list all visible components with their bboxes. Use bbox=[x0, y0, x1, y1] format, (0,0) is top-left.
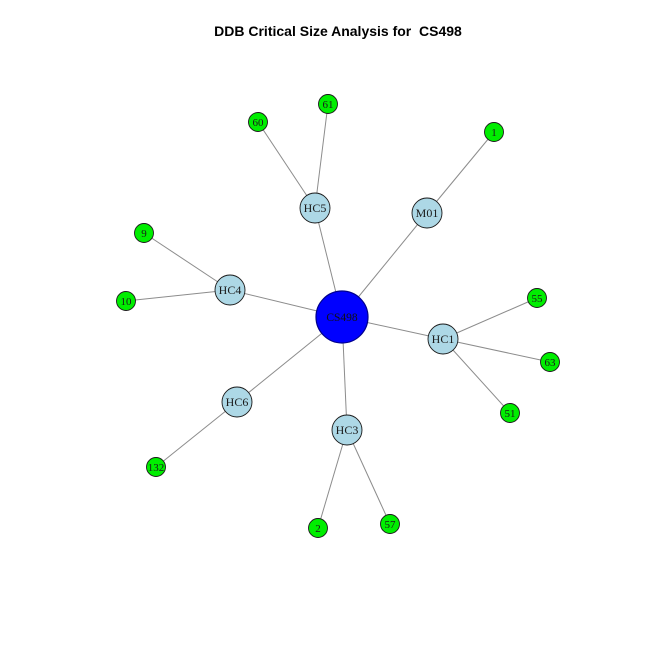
node-132: 132 bbox=[146, 457, 166, 477]
node-63: 63 bbox=[540, 352, 560, 372]
node-label-HC1: HC1 bbox=[432, 332, 455, 346]
node-label-M01: M01 bbox=[416, 206, 439, 220]
node-circle-60 bbox=[248, 112, 268, 132]
node-circle-1 bbox=[484, 122, 504, 142]
node-HC1: HC1 bbox=[427, 323, 459, 355]
edge-HC3-2 bbox=[317, 429, 348, 529]
node-51: 51 bbox=[500, 403, 520, 423]
node-circle-M01 bbox=[411, 197, 443, 229]
node-label-HC5: HC5 bbox=[304, 201, 327, 215]
edge-HC4-9 bbox=[143, 232, 231, 291]
node-circle-63 bbox=[540, 352, 560, 372]
node-60: 60 bbox=[248, 112, 268, 132]
node-circle-HC5 bbox=[299, 192, 331, 224]
chart-title: DDB Critical Size Analysis for CS498 bbox=[214, 23, 462, 39]
node-circle-57 bbox=[380, 514, 400, 534]
node-label-10: 10 bbox=[121, 296, 133, 308]
edge-HC3-57 bbox=[346, 429, 391, 525]
node-label-1: 1 bbox=[491, 127, 497, 139]
node-label-HC3: HC3 bbox=[336, 423, 359, 437]
node-layer: CS498 HC5 M01 HC4 HC1 HC6 HC3 61 60 1 9 10 55 63 51 132… bbox=[116, 94, 560, 538]
node-circle-9 bbox=[134, 223, 154, 243]
node-label-132: 132 bbox=[148, 462, 165, 474]
node-circle-51 bbox=[500, 403, 520, 423]
edge-HC1-51 bbox=[442, 338, 511, 414]
node-9: 9 bbox=[134, 223, 154, 243]
node-HC5: HC5 bbox=[299, 192, 331, 224]
node-circle-61 bbox=[318, 94, 338, 114]
node-HC3: HC3 bbox=[331, 414, 363, 446]
node-label-HC4: HC4 bbox=[219, 283, 242, 297]
edge-HC1-55 bbox=[442, 297, 538, 340]
node-circle-CS498 bbox=[315, 290, 369, 344]
node-10: 10 bbox=[116, 291, 136, 311]
node-61: 61 bbox=[318, 94, 338, 114]
edge-HC1-63 bbox=[442, 338, 551, 363]
node-55: 55 bbox=[527, 288, 547, 308]
node-circle-2 bbox=[308, 518, 328, 538]
edge-HC4-10 bbox=[125, 289, 231, 302]
node-label-9: 9 bbox=[141, 228, 147, 240]
node-label-CS498: CS498 bbox=[326, 312, 358, 324]
node-circle-132 bbox=[146, 457, 166, 477]
node-circle-HC4 bbox=[214, 274, 246, 306]
node-1: 1 bbox=[484, 122, 504, 142]
node-label-63: 63 bbox=[545, 357, 557, 369]
edge-M01-1 bbox=[426, 131, 495, 214]
node-57: 57 bbox=[380, 514, 400, 534]
node-label-60: 60 bbox=[253, 117, 265, 129]
node-label-57: 57 bbox=[385, 519, 397, 531]
node-label-2: 2 bbox=[315, 523, 321, 535]
node-circle-HC1 bbox=[427, 323, 459, 355]
node-label-61: 61 bbox=[323, 99, 334, 111]
node-CS498: CS498 bbox=[315, 290, 369, 344]
node-circle-HC3 bbox=[331, 414, 363, 446]
node-M01: M01 bbox=[411, 197, 443, 229]
edge-HC5-60 bbox=[257, 121, 316, 209]
node-HC6: HC6 bbox=[221, 386, 253, 418]
node-HC4: HC4 bbox=[214, 274, 246, 306]
node-circle-10 bbox=[116, 291, 136, 311]
node-2: 2 bbox=[308, 518, 328, 538]
node-label-HC6: HC6 bbox=[226, 395, 249, 409]
node-label-55: 55 bbox=[532, 293, 544, 305]
node-label-51: 51 bbox=[505, 408, 516, 420]
edge-HC5-61 bbox=[314, 103, 329, 209]
node-circle-HC6 bbox=[221, 386, 253, 418]
node-circle-55 bbox=[527, 288, 547, 308]
edge-HC6-132 bbox=[155, 401, 238, 468]
